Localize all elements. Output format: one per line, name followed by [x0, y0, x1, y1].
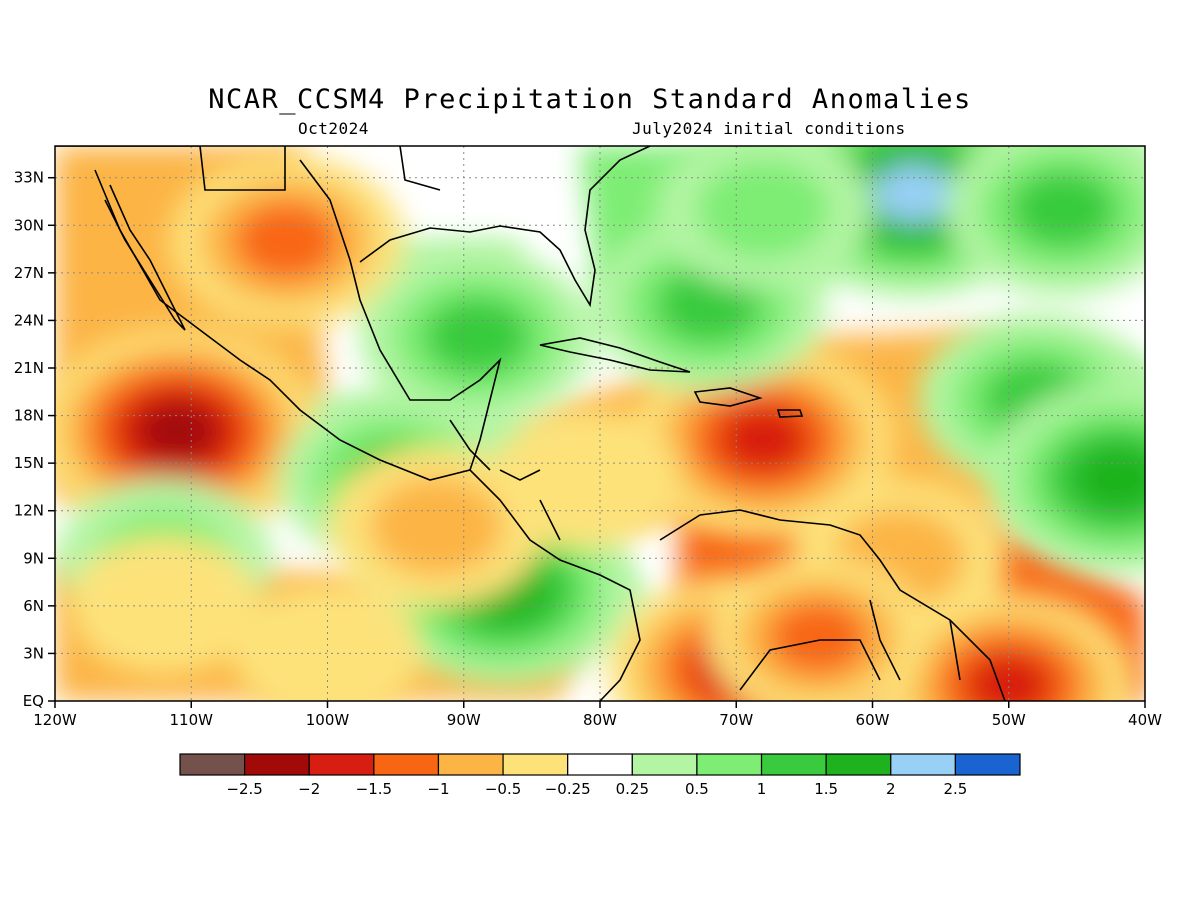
colorbar-label: 1.5: [814, 780, 838, 798]
colorbar-label: −2: [298, 780, 320, 798]
lat-lon-grid: [55, 146, 1145, 701]
country-borders-south-america: [739, 599, 961, 691]
colorbar-swatch: [567, 753, 633, 776]
lon-tick-label: 120W: [33, 711, 77, 729]
us-gulf-coast: [359, 146, 651, 308]
coastlines: [55, 146, 1006, 701]
lon-tick-label: 100W: [306, 711, 350, 729]
colorbar-label: 0.25: [616, 780, 649, 798]
anomaly-center-20: [492, 409, 681, 549]
colorbar-swatch: [502, 753, 569, 776]
lon-tick-label: 110W: [170, 711, 214, 729]
anomaly-center-2: [234, 202, 339, 280]
colorbar-swatch: [373, 753, 440, 776]
colorbar-label: 0.5: [685, 780, 709, 798]
lon-tick-label: 70W: [719, 711, 753, 729]
colorbar-label: −0.25: [545, 780, 591, 798]
colorbar-swatch: [244, 753, 310, 776]
colorbar-swatch: [631, 753, 698, 776]
lat-tick-label: 30N: [14, 216, 44, 234]
colorbar-swatch: [954, 753, 1021, 776]
anomaly-center-19: [233, 583, 422, 701]
lat-tick-label: EQ: [23, 692, 44, 710]
colorbar-label: −1: [427, 780, 449, 798]
puerto-rico: [776, 409, 804, 418]
colorbar-label: −1.5: [356, 780, 392, 798]
lon-tick-label: 90W: [447, 711, 481, 729]
colorbar-swatch: [179, 753, 246, 776]
central-america-borders: [449, 419, 561, 541]
lat-tick-label: 15N: [14, 454, 44, 472]
colorbar-swatch: [437, 753, 504, 776]
colorbar-label: −0.5: [485, 780, 521, 798]
lat-tick-label: 21N: [14, 359, 44, 377]
south-america-north-coast: [659, 509, 1006, 701]
colorbar: −2.5 −2 −1.5 −1 −0.5 −0.25 0.25 0.5 1 1.5 2 2.5: [179, 753, 1021, 798]
lon-tick-label: 80W: [583, 711, 617, 729]
mexico-pacific-coast: [94, 169, 641, 701]
anomaly-center-11: [696, 160, 831, 259]
anomaly-center-0: [137, 401, 218, 462]
colorbar-swatch: [890, 753, 956, 776]
lat-tick-label: 24N: [14, 311, 44, 329]
colorbar-label: −2.5: [226, 780, 262, 798]
cuba: [539, 337, 691, 373]
anomaly-center-15: [369, 477, 504, 576]
anomaly-center-12: [1011, 170, 1116, 248]
lat-tick-label: 6N: [23, 597, 44, 615]
initial-conditions: July2024 initial conditions: [632, 119, 906, 138]
us-mexico-border: [55, 146, 441, 191]
anomaly-center-1: [717, 405, 810, 474]
lat-tick-label: 3N: [23, 644, 44, 662]
lat-tick-label: 9N: [23, 549, 44, 567]
colorbar-swatch: [825, 753, 892, 776]
hispaniola: [693, 387, 763, 407]
lat-tick-label: 33N: [14, 169, 44, 187]
lat-tick-label: 12N: [14, 502, 44, 520]
colorbar-label: 2: [886, 780, 896, 798]
lat-tick-label: 27N: [14, 264, 44, 282]
anomaly-field: [55, 146, 1145, 701]
colorbar-swatch: [308, 753, 375, 776]
axes: 120W 110W 100W 90W 80W 70W 60W 50W 40W EQ 3N 6N 9N 12…: [14, 169, 1162, 729]
lon-tick-label: 50W: [992, 711, 1026, 729]
lon-tick-label: 60W: [856, 711, 890, 729]
colorbar-label: 2.5: [943, 780, 967, 798]
colorbar-label: 1: [757, 780, 767, 798]
colorbar-swatch: [760, 753, 827, 776]
anomaly-center-9: [1072, 445, 1145, 513]
anomaly-center-6: [425, 297, 530, 375]
lat-tick-label: 18N: [14, 407, 44, 425]
anomaly-center-5: [873, 163, 954, 224]
anomaly-center-17: [768, 601, 868, 674]
colorbar-swatch: [696, 753, 763, 776]
anomaly-center-4: [964, 652, 1053, 701]
map-title: NCAR_CCSM4 Precipitation Standard Anomal…: [208, 84, 972, 115]
lon-tick-label: 40W: [1128, 711, 1162, 729]
gulf-coast: [299, 159, 502, 471]
forecast-month: Oct2024: [298, 119, 369, 138]
baja-california: [104, 184, 186, 331]
